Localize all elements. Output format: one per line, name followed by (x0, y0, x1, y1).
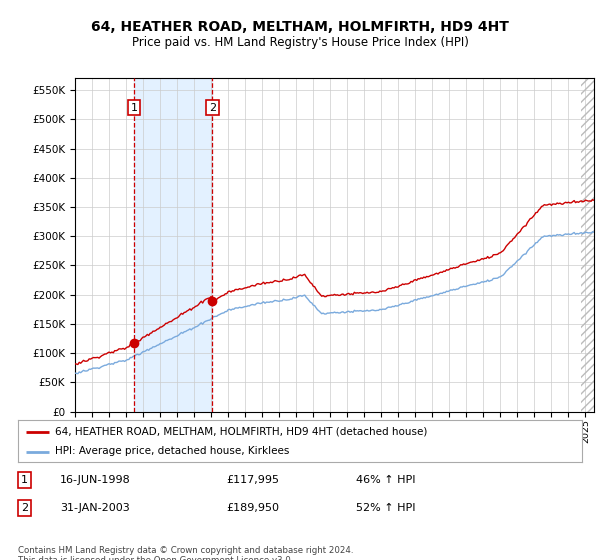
Text: 64, HEATHER ROAD, MELTHAM, HOLMFIRTH, HD9 4HT (detached house): 64, HEATHER ROAD, MELTHAM, HOLMFIRTH, HD… (55, 427, 427, 437)
Text: 2: 2 (21, 503, 28, 513)
Text: Price paid vs. HM Land Registry's House Price Index (HPI): Price paid vs. HM Land Registry's House … (131, 36, 469, 49)
Text: 46% ↑ HPI: 46% ↑ HPI (356, 475, 416, 485)
Text: £189,950: £189,950 (227, 503, 280, 513)
Text: 2: 2 (209, 102, 216, 113)
Bar (581, 78, 594, 412)
Text: 16-JUN-1998: 16-JUN-1998 (60, 475, 131, 485)
Text: HPI: Average price, detached house, Kirklees: HPI: Average price, detached house, Kirk… (55, 446, 289, 456)
Text: 52% ↑ HPI: 52% ↑ HPI (356, 503, 416, 513)
Text: Contains HM Land Registry data © Crown copyright and database right 2024.
This d: Contains HM Land Registry data © Crown c… (18, 546, 353, 560)
Text: £117,995: £117,995 (227, 475, 280, 485)
Text: 1: 1 (21, 475, 28, 485)
Bar (134, 78, 212, 412)
Text: 31-JAN-2003: 31-JAN-2003 (60, 503, 130, 513)
Text: 1: 1 (130, 102, 137, 113)
Text: 64, HEATHER ROAD, MELTHAM, HOLMFIRTH, HD9 4HT: 64, HEATHER ROAD, MELTHAM, HOLMFIRTH, HD… (91, 20, 509, 34)
